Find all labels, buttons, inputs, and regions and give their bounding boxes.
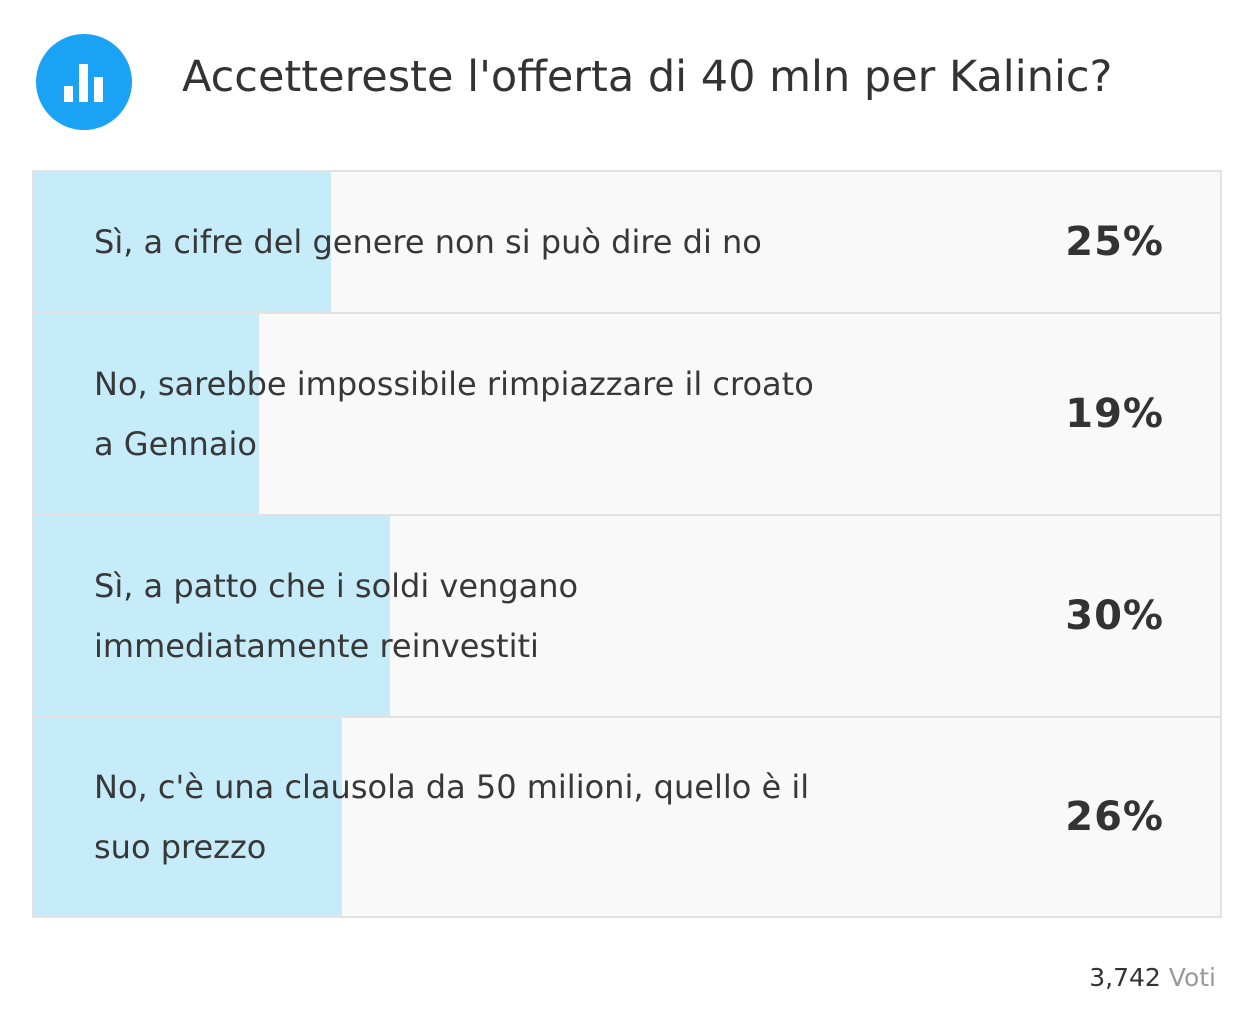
option-result-bar: [34, 718, 343, 916]
option-label: No, sarebbe impossibile rimpiazzare il c…: [94, 365, 814, 463]
option-result-bar: [34, 172, 331, 312]
option-result-bar: [34, 314, 260, 514]
poll-options: Sì, a cifre del genere non si può dire d…: [32, 170, 1222, 918]
vote-count: 3,742 Voti: [1089, 962, 1216, 994]
option-percent: 25%: [1065, 219, 1164, 265]
vote-count-number: 3,742: [1089, 963, 1161, 992]
option-label: No, c'è una clausola da 50 milioni, quel…: [94, 768, 810, 866]
option-percent: 26%: [1065, 794, 1164, 840]
poll-option-3[interactable]: Sì, a patto che i soldi vengano immediat…: [34, 514, 1220, 716]
option-label: Sì, a patto che i soldi vengano immediat…: [94, 567, 579, 665]
poll-option-2[interactable]: No, sarebbe impossibile rimpiazzare il c…: [34, 312, 1220, 514]
vote-count-label: Voti: [1168, 963, 1216, 992]
option-result-bar: [34, 516, 390, 716]
poll-option-1[interactable]: Sì, a cifre del genere non si può dire d…: [34, 172, 1220, 312]
poll-icon-badge: [36, 34, 132, 130]
option-label: Sì, a cifre del genere non si può dire d…: [94, 223, 762, 261]
option-percent: 19%: [1065, 391, 1164, 437]
poll-option-4[interactable]: No, c'è una clausola da 50 milioni, quel…: [34, 716, 1220, 916]
bar-chart-icon: [64, 64, 103, 102]
poll-title: Accettereste l'offerta di 40 mln per Kal…: [182, 52, 1113, 102]
option-percent: 30%: [1065, 593, 1164, 639]
